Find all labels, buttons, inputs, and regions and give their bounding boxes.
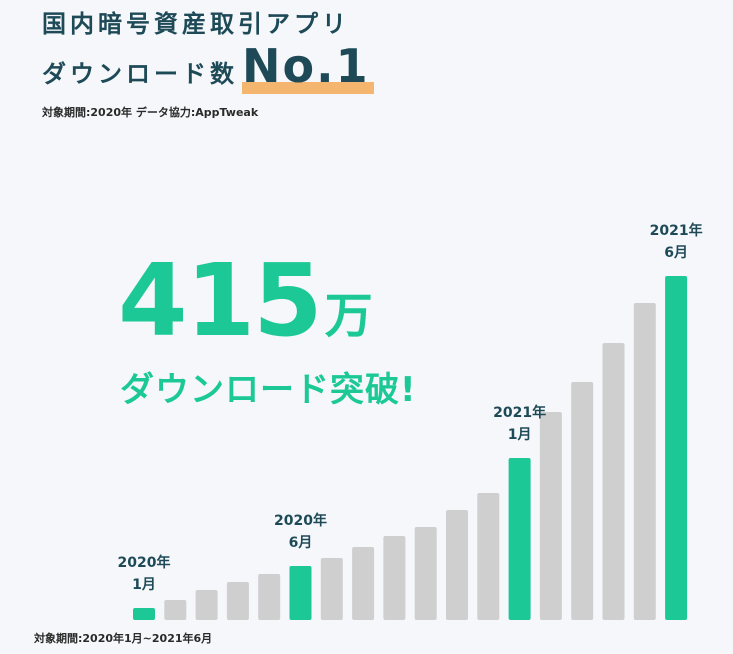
bar-2020-10 xyxy=(414,527,437,620)
download-count-unit: 万 xyxy=(324,288,373,344)
callout-month: 6月 xyxy=(288,535,313,551)
bar-2020-06 xyxy=(289,566,312,620)
bar-2020-11 xyxy=(446,510,468,620)
bar-2020-09 xyxy=(383,536,406,620)
callout-month: 6月 xyxy=(664,245,688,261)
callout-month: 1月 xyxy=(507,427,532,443)
callout-year: 2020年 xyxy=(274,513,327,529)
callout-2020-06: 2020年 6月 xyxy=(261,510,341,554)
source-note-bottom: 対象期間:2020年1月~2021年6月 xyxy=(34,632,213,645)
download-count-number: 415 xyxy=(118,242,323,359)
callout-2021-06: 2021年 6月 xyxy=(636,220,716,264)
bar-2020-07 xyxy=(320,558,343,620)
bar-2021-01 xyxy=(508,458,531,620)
bar-2021-04 xyxy=(602,343,625,620)
callout-2020-01: 2020年 1月 xyxy=(104,552,184,596)
bar-2021-06 xyxy=(665,276,688,620)
bar-2020-03 xyxy=(195,590,218,620)
headline-line2: ダウンロード数 xyxy=(42,60,238,88)
download-count: 415 万 xyxy=(118,246,373,356)
rank-wrap: No.1 xyxy=(238,43,374,94)
bar-2020-04 xyxy=(226,582,249,620)
callout-month: 1月 xyxy=(132,577,156,593)
bar-2020-02 xyxy=(164,600,187,620)
callout-year: 2020年 xyxy=(117,555,171,571)
callout-year: 2021年 xyxy=(493,405,547,421)
callout-year: 2021年 xyxy=(649,223,703,239)
headline: 国内暗号資産取引アプリ ダウンロード数 No.1 xyxy=(42,4,374,94)
bar-2021-02 xyxy=(539,412,562,620)
bar-2020-01 xyxy=(133,608,155,620)
bar-2021-03 xyxy=(571,382,594,620)
breakthrough-text: ダウンロード突破! xyxy=(120,370,417,410)
headline-line2-row: ダウンロード数 No.1 xyxy=(42,43,374,94)
bar-2021-05 xyxy=(633,303,656,620)
source-note-top: 対象期間:2020年 データ協力:AppTweak xyxy=(42,106,259,119)
bar-2020-08 xyxy=(352,547,375,620)
bar-2020-05 xyxy=(258,574,281,620)
headline-line1: 国内暗号資産取引アプリ xyxy=(42,10,350,38)
bar-2020-12 xyxy=(477,493,500,620)
callout-2021-01: 2021年 1月 xyxy=(480,402,560,446)
